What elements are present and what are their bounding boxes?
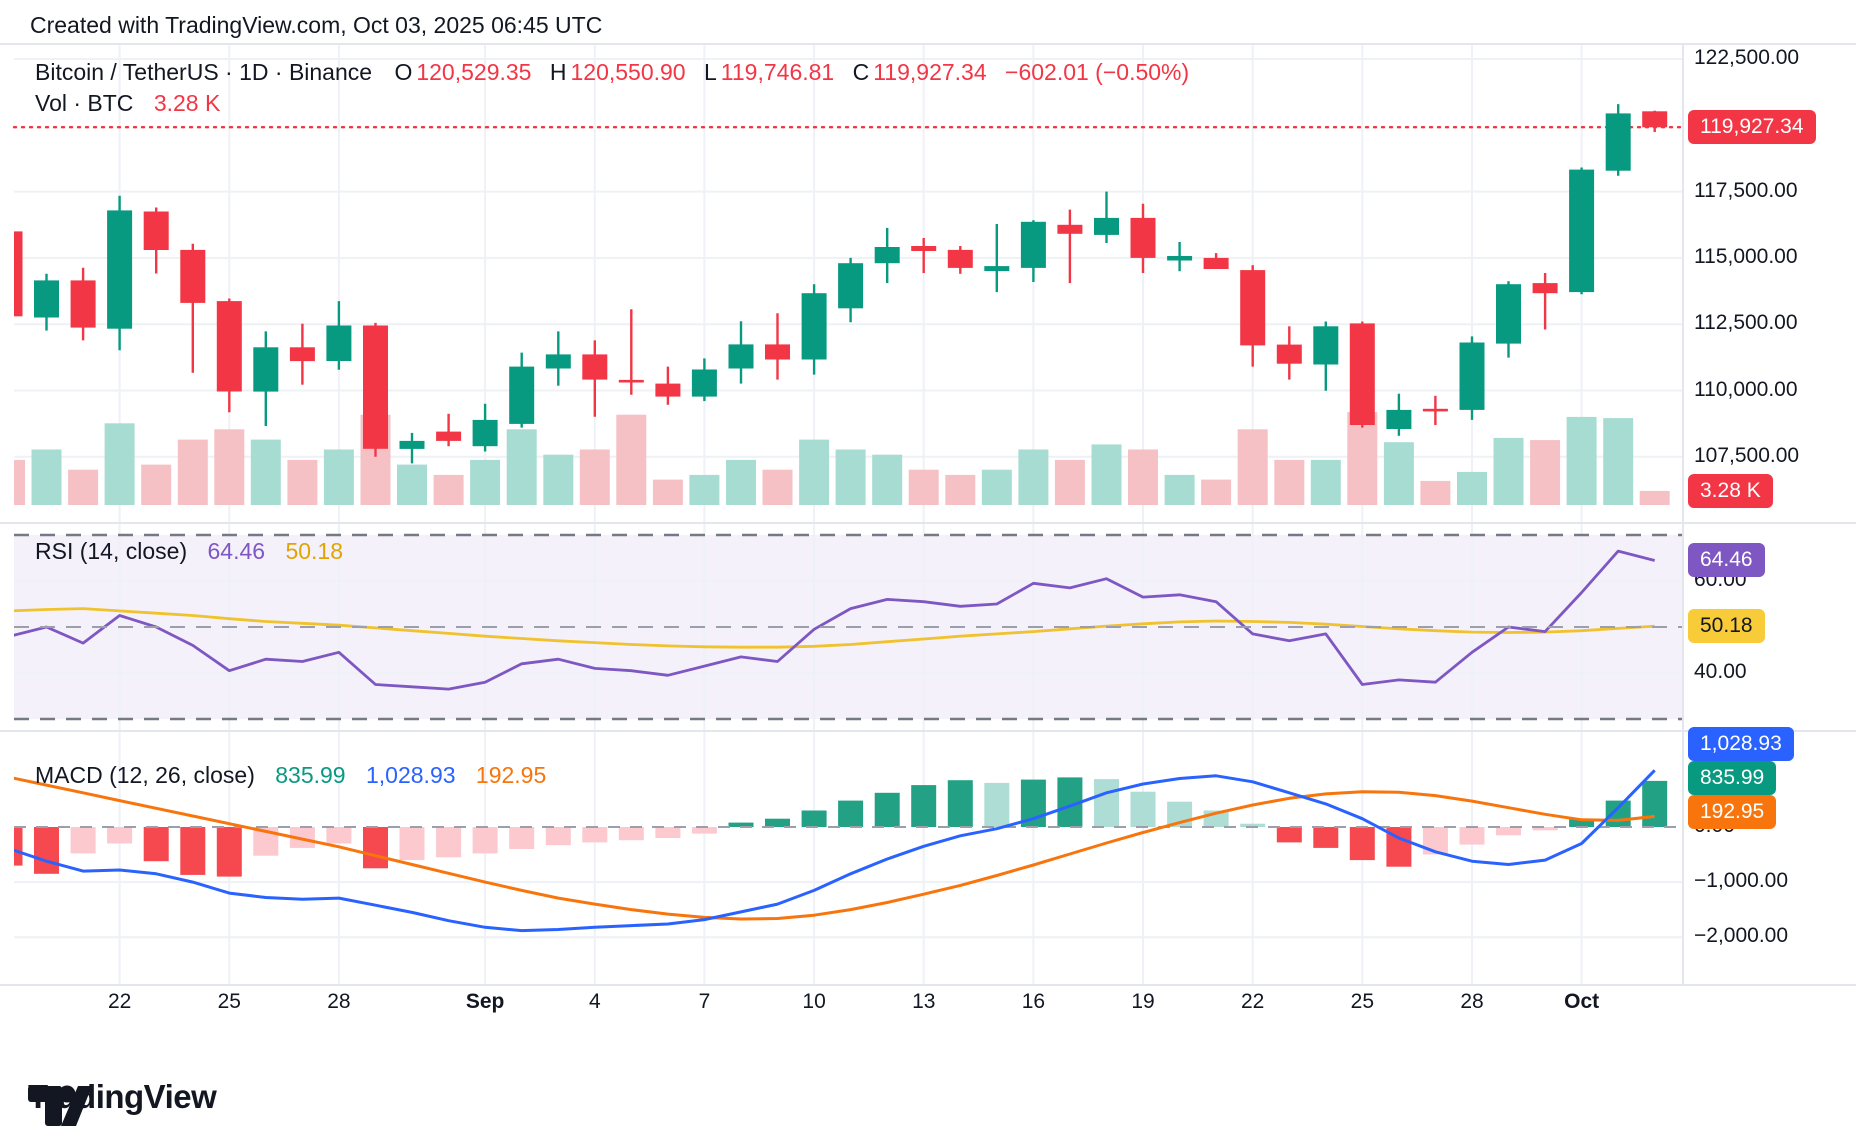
macd-label: MACD (12, 26, close) [35, 762, 255, 788]
date-axis-label[interactable]: Sep [465, 990, 505, 1013]
date-axis-label[interactable]: 22 [1241, 990, 1265, 1013]
macd-line-value: 1,028.93 [366, 762, 456, 788]
macd-axis-label: −1,000.00 [1694, 869, 1789, 893]
price-close-badge: 119,927.34 [1688, 110, 1816, 145]
volume-label: Vol · BTC [35, 90, 134, 116]
close-value: 119,927.34 [873, 59, 987, 85]
date-axis-label[interactable]: 19 [1131, 990, 1155, 1013]
price-axis-label: 107,500.00 [1694, 443, 1800, 467]
low-label: L [704, 59, 717, 85]
high-value: 120,550.90 [570, 59, 686, 85]
volume-legend[interactable]: Vol · BTC 3.28 K [35, 90, 224, 117]
macd-signal-badge: 192.95 [1688, 795, 1777, 829]
rsi-ma-value: 50.18 [285, 538, 344, 564]
rsi-label: RSI (14, close) [35, 538, 188, 564]
credit-line: Created with TradingView.com, Oct 03, 20… [30, 12, 603, 38]
macd-legend[interactable]: MACD (12, 26, close) 835.99 1,028.93 192… [35, 762, 550, 789]
symbol-title: Bitcoin / TetherUS · 1D · Binance [35, 59, 373, 85]
price-axis-label: 112,500.00 [1694, 311, 1798, 335]
date-axis-label[interactable]: 28 [1460, 990, 1484, 1013]
date-axis-label[interactable]: 4 [588, 990, 601, 1013]
date-axis-label[interactable]: 22 [107, 990, 132, 1013]
volume-value: 3.28 K [153, 90, 221, 116]
rsi-axis-label: 40.00 [1694, 660, 1747, 683]
price-axis-label: 110,000.00 [1694, 377, 1798, 401]
low-value: 119,746.81 [720, 59, 835, 85]
macd-signal-value: 192.95 [475, 762, 547, 788]
date-axis-label[interactable]: 28 [327, 990, 351, 1013]
open-value: 120,529.35 [416, 59, 532, 85]
change-value: −602.01 (−0.50%) [1005, 59, 1190, 85]
date-axis-label[interactable]: Oct [1564, 990, 1600, 1013]
close-label: C [852, 59, 870, 85]
high-label: H [549, 59, 567, 85]
tradingview-logo[interactable]: TradingView [28, 1078, 217, 1126]
date-axis-label[interactable]: 25 [217, 990, 241, 1013]
date-axis-label[interactable]: 10 [802, 990, 826, 1013]
price-axis-label: 117,500.00 [1694, 178, 1798, 202]
date-axis-label[interactable]: 13 [912, 990, 936, 1013]
date-axis-label[interactable]: 7 [698, 990, 711, 1013]
rsi-legend[interactable]: RSI (14, close) 64.46 50.18 [35, 538, 347, 565]
macd-line-badge: 1,028.93 [1688, 727, 1794, 761]
date-axis-label[interactable]: 16 [1021, 990, 1046, 1013]
price-axis-label: 115,000.00 [1694, 244, 1798, 268]
rsi-value: 64.46 [207, 538, 266, 564]
macd-hist-badge: 835.99 [1688, 761, 1777, 795]
price-axis-label: 122,500.00 [1694, 46, 1800, 69]
symbol-legend[interactable]: Bitcoin / TetherUS · 1D · Binance O 120,5… [35, 59, 1193, 86]
macd-axis-label: −2,000.00 [1694, 924, 1789, 948]
tradingview-logo-icon [28, 1085, 92, 1126]
open-label: O [394, 59, 413, 85]
rsi-value-badge: 64.46 [1688, 543, 1765, 578]
date-axis-label[interactable]: 25 [1350, 990, 1375, 1013]
volume-badge: 3.28 K [1688, 473, 1773, 508]
macd-hist-value: 835.99 [275, 762, 346, 788]
rsi-ma-badge: 50.18 [1688, 609, 1765, 644]
